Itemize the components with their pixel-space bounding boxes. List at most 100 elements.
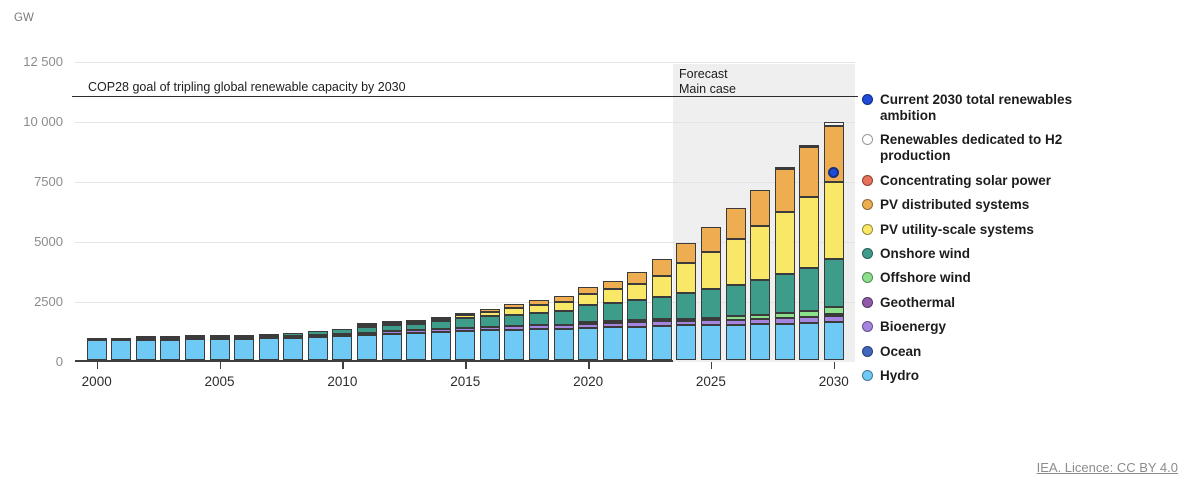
segment-2007-hydro[interactable] xyxy=(258,338,279,360)
bar-2004[interactable] xyxy=(184,335,205,360)
segment-2025-onshore-wind[interactable] xyxy=(700,288,721,318)
segment-2028-hydro[interactable] xyxy=(774,323,795,360)
segment-2014-bioenergy[interactable] xyxy=(430,329,451,333)
segment-2013-onshore-wind[interactable] xyxy=(406,323,427,331)
segment-2027-onshore-wind[interactable] xyxy=(750,280,771,315)
segment-2027-pv-utility-scale-systems[interactable] xyxy=(750,226,771,281)
segment-2023-onshore-wind[interactable] xyxy=(651,296,672,320)
segment-2019-onshore-wind[interactable] xyxy=(553,311,574,325)
segment-2020-offshore-wind[interactable] xyxy=(578,322,599,325)
segment-2014-pv-distributed-systems[interactable] xyxy=(430,316,451,319)
segment-2028-bioenergy[interactable] xyxy=(774,318,795,324)
ambition-2030-dot[interactable] xyxy=(828,166,840,178)
segment-2029-pv-utility-scale-systems[interactable] xyxy=(799,196,820,269)
bar-2008[interactable] xyxy=(283,332,304,360)
segment-2005-hydro[interactable] xyxy=(209,339,230,360)
segment-2003-onshore-wind[interactable] xyxy=(160,335,181,338)
segment-2022-bioenergy[interactable] xyxy=(627,322,648,327)
bar-2013[interactable] xyxy=(406,319,427,360)
bar-2014[interactable] xyxy=(430,316,451,360)
segment-2020-hydro[interactable] xyxy=(578,328,599,360)
segment-2025-hydro[interactable] xyxy=(700,325,721,360)
segment-2021-offshore-wind[interactable] xyxy=(602,321,623,324)
segment-2012-onshore-wind[interactable] xyxy=(381,325,402,332)
segment-2008-hydro[interactable] xyxy=(283,337,304,360)
segment-2028-pv-utility-scale-systems[interactable] xyxy=(774,211,795,275)
bar-2016[interactable] xyxy=(479,309,500,360)
segment-2002-onshore-wind[interactable] xyxy=(135,335,156,338)
segment-2016-onshore-wind[interactable] xyxy=(479,316,500,328)
legend-item-h2[interactable]: Renewables dedicated to H2 production xyxy=(862,132,1092,164)
segment-2027-bioenergy[interactable] xyxy=(750,318,771,325)
segment-2024-pv-utility-scale-systems[interactable] xyxy=(676,263,697,294)
segment-2023-pv-distributed-systems[interactable] xyxy=(651,258,672,277)
legend-item-hydro[interactable]: Hydro xyxy=(862,368,1092,384)
segment-2018-pv-utility-scale-systems[interactable] xyxy=(528,305,549,313)
segment-2023-pv-utility-scale-systems[interactable] xyxy=(651,276,672,297)
segment-2020-pv-distributed-systems[interactable] xyxy=(578,287,599,295)
segment-2028-pv-distributed-systems[interactable] xyxy=(774,169,795,212)
segment-2014-onshore-wind[interactable] xyxy=(430,321,451,330)
segment-2025-pv-distributed-systems[interactable] xyxy=(700,226,721,252)
bar-2003[interactable] xyxy=(160,335,181,360)
segment-2025-bioenergy[interactable] xyxy=(700,320,721,326)
bar-2022[interactable] xyxy=(627,271,648,360)
segment-2018-pv-distributed-systems[interactable] xyxy=(528,300,549,306)
bar-2024[interactable] xyxy=(676,242,697,360)
segment-2027-hydro[interactable] xyxy=(750,324,771,360)
segment-2013-pv-utility-scale-systems[interactable] xyxy=(406,321,427,324)
bar-2009[interactable] xyxy=(307,330,328,360)
segment-2013-bioenergy[interactable] xyxy=(406,330,427,334)
segment-2012-hydro[interactable] xyxy=(381,333,402,360)
bar-2018[interactable] xyxy=(528,300,549,360)
legend-item-ambition[interactable]: Current 2030 total renewables ambition xyxy=(862,92,1092,124)
segment-2030-geothermal[interactable] xyxy=(823,314,844,317)
segment-2011-pv-utility-scale-systems[interactable] xyxy=(356,325,377,328)
bar-2020[interactable] xyxy=(578,287,599,360)
segment-2019-bioenergy[interactable] xyxy=(553,324,574,329)
bar-2012[interactable] xyxy=(381,321,402,360)
segment-2027-pv-distributed-systems[interactable] xyxy=(750,189,771,227)
bar-2001[interactable] xyxy=(111,338,132,360)
bar-2025[interactable] xyxy=(700,226,721,360)
bar-2030[interactable] xyxy=(823,122,844,360)
segment-2029-pv-distributed-systems[interactable] xyxy=(799,146,820,197)
segment-2017-onshore-wind[interactable] xyxy=(504,314,525,327)
segment-2029-bioenergy[interactable] xyxy=(799,317,820,324)
segment-2001-bioenergy[interactable] xyxy=(111,338,132,341)
segment-2022-pv-utility-scale-systems[interactable] xyxy=(627,283,648,301)
segment-2025-pv-utility-scale-systems[interactable] xyxy=(700,251,721,289)
segment-2000-bioenergy[interactable] xyxy=(86,338,107,341)
bar-2011[interactable] xyxy=(356,323,377,360)
segment-2022-offshore-wind[interactable] xyxy=(627,320,648,323)
bar-2010[interactable] xyxy=(332,329,353,360)
segment-2004-hydro[interactable] xyxy=(184,339,205,360)
segment-2023-hydro[interactable] xyxy=(651,325,672,360)
bar-2002[interactable] xyxy=(135,335,156,360)
segment-2029-hydro[interactable] xyxy=(799,323,820,360)
segment-2003-hydro[interactable] xyxy=(160,339,181,360)
segment-2012-pv-distributed-systems[interactable] xyxy=(381,321,402,324)
segment-2001-hydro[interactable] xyxy=(111,340,132,360)
segment-2021-hydro[interactable] xyxy=(602,327,623,360)
segment-2028-onshore-wind[interactable] xyxy=(774,274,795,314)
segment-2017-hydro[interactable] xyxy=(504,329,525,360)
segment-2029-renewables-dedicated-to-h2-production[interactable] xyxy=(799,144,820,147)
segment-2004-bioenergy[interactable] xyxy=(184,337,205,340)
segment-2015-onshore-wind[interactable] xyxy=(455,318,476,329)
segment-2012-bioenergy[interactable] xyxy=(381,331,402,334)
segment-2030-onshore-wind[interactable] xyxy=(823,259,844,308)
segment-2021-pv-distributed-systems[interactable] xyxy=(602,280,623,290)
legend-item-bioenergy[interactable]: Bioenergy xyxy=(862,319,1092,335)
legend-item-offshore-wind[interactable]: Offshore wind xyxy=(862,270,1092,286)
bar-2029[interactable] xyxy=(799,144,820,360)
segment-2026-pv-utility-scale-systems[interactable] xyxy=(725,238,746,286)
bar-2007[interactable] xyxy=(258,333,279,360)
bar-2017[interactable] xyxy=(504,304,525,360)
segment-2027-offshore-wind[interactable] xyxy=(750,314,771,319)
licence-link[interactable]: IEA. Licence: CC BY 4.0 xyxy=(1036,460,1178,475)
segment-2020-bioenergy[interactable] xyxy=(578,324,599,329)
segment-2011-bioenergy[interactable] xyxy=(356,332,377,335)
segment-2009-onshore-wind[interactable] xyxy=(307,330,328,335)
bar-2026[interactable] xyxy=(725,208,746,360)
